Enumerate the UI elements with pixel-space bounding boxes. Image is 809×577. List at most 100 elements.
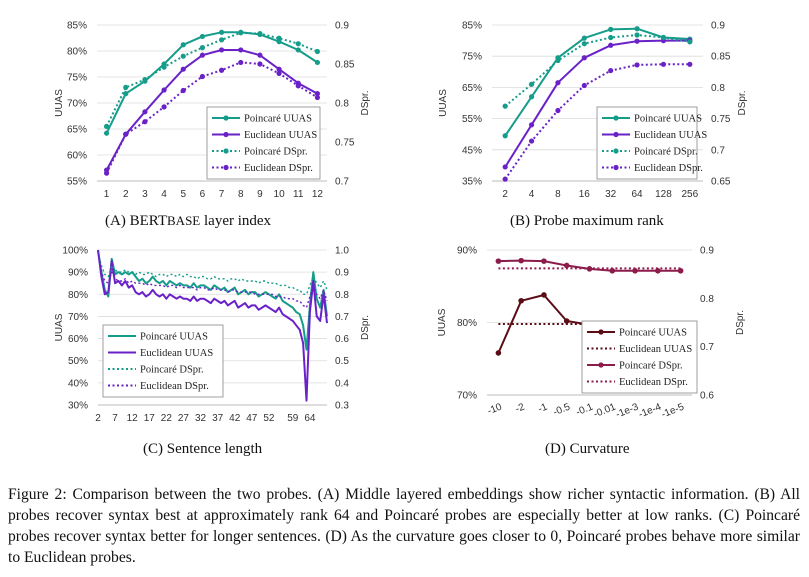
chart-d-y2tick-label: 0.6 [700,391,714,402]
chart-d-ytick-label: 90% [457,246,477,257]
chart-b-legend-marker [613,131,619,138]
chart-c-y2tick-label: 0.9 [335,268,349,279]
chart-a-point [180,53,186,59]
chart-c-ytick-label: 70% [68,312,88,323]
chart-a-legend-marker [223,148,229,154]
chart-b-point [502,176,508,182]
chart-b-point [555,57,561,64]
chart-b-point [502,164,508,170]
chart-b-xtick-label: 128 [655,189,672,200]
chart-a-legend-label: Euclidean DSpr. [244,163,313,174]
chart-b-point [581,82,587,89]
chart-d-ylabel: UUAS [437,308,448,336]
chart-b-point [608,42,614,48]
chart-a-ytick-label: 70% [67,99,87,110]
chart-a-point [218,29,225,35]
chart-d-xtick-label: -2 [514,401,527,415]
chart-a-point [142,109,148,115]
chart-b-point [581,41,587,47]
chart-a-xtick-label: 8 [238,189,244,200]
chart-c-ytick-label: 100% [62,246,88,257]
chart-c-ytick-label: 40% [68,378,88,389]
chart-c-y2tick-label: 0.6 [335,334,349,345]
chart-b-point [608,34,614,41]
chart-a-xtick-label: 9 [257,189,263,200]
chart-b-series-line-2 [504,34,690,107]
chart-a-series-line-1 [105,49,318,171]
chart-a-point [123,91,129,97]
chart-d-legend-marker [598,329,604,335]
chart-b-xtick-label: 8 [555,189,561,200]
chart-a-point [103,123,110,129]
chart-b-legend-label: Poincaré DSpr. [634,147,698,158]
chart-a-point [199,33,206,40]
chart-a-legend-label: Poincaré DSpr. [244,147,308,158]
chart-a-svg: 55%60%65%70%75%80%85%0.70.750.80.850.91 2… [54,21,371,201]
chart-c-xtick-label: 17 [144,413,156,424]
chart-a-point [276,66,282,72]
chart-a-y2tick-label: 0.9 [335,21,349,32]
chart-panel-c: 30% 40% 50% 60% 70% 80% 90% 100% 0.3 0.4 0.5 0.6 0.7… [0,233,400,438]
chart-d-ytick-label: 70% [457,391,477,402]
chart-d-point [495,258,502,264]
chart-c-xtick-label: 7 [112,413,118,424]
chart-b-xtick-label: 64 [632,189,644,200]
chart-a-point [123,131,129,137]
chart-a-point [161,104,167,110]
chart-c-xtick-label: 27 [178,413,190,424]
chart-c-ytick-label: 80% [68,290,88,301]
caption-d: (D) Curvature [545,441,630,457]
chart-a-point [314,91,321,97]
chart-a-point [161,64,167,70]
chart-b-point [687,61,693,67]
chart-c-legend-label: Euclidean UUAS [140,348,213,359]
chart-c-y2tick-label: 0.4 [335,378,349,389]
chart-a-xtick-label: 3 [142,189,148,200]
chart-b-xtick-label: 16 [579,189,591,200]
chart-b-ytick-label: 85% [462,21,482,32]
chart-a-xtick-label: 7 [219,189,225,200]
chart-b-point [660,61,667,67]
chart-b-y2tick-label: 0.8 [711,83,725,94]
chart-c-y2tick-label: 1.0 [335,246,349,257]
chart-b-point [528,138,535,144]
chart-b-xtick-label: 4 [529,189,535,200]
chart-a-xtick-label: 5 [180,189,186,200]
chart-a-point [142,77,148,83]
chart-c-ylabel: UUAS [54,313,65,341]
chart-a-xtick-label: 12 [312,189,324,200]
chart-panel-d: 70% 80% 90% 0.6 0.7 0.8 0.9 -10 -2 -1 -0.5 -0.1 -0.0… [410,233,809,438]
chart-c-y2label: DSpr. [360,315,371,340]
chart-b-ytick-label: 75% [462,52,482,63]
chart-c-legend-label: Poincaré DSpr. [140,365,204,376]
chart-b-y2tick-label: 0.65 [711,177,731,188]
chart-a-xtick-label: 4 [161,189,167,200]
chart-a-legend-marker [223,131,229,138]
chart-a-y2label: DSpr. [360,90,371,115]
chart-a-point [238,59,244,66]
chart-b-svg: 35% 45% 55% 65% 75% 85% 0.65 0.7 0.75 0.8 0.85 0.9 2… [438,21,748,201]
chart-c-series-line-1 [97,249,328,402]
chart-a-ytick-label: 60% [67,151,87,162]
chart-d-point [563,318,570,324]
chart-d-legend-marker [598,362,604,368]
chart-c-xtick-label: 47 [246,413,258,424]
chart-a-point [314,48,321,55]
chart-a-y2tick-label: 0.7 [335,177,349,188]
chart-d-point [518,257,524,264]
chart-b-point [502,133,508,139]
chart-d-svg: 70%80%90%0.60.70.80.9-10 -2 -1 -0.5 -0.1-0.0… [437,246,746,421]
chart-b-point [660,34,667,41]
chart-c-series-line-0 [97,249,328,351]
chart-d-ytick-label: 80% [457,318,477,329]
chart-d-legend-label: Poincaré DSpr. [619,361,683,372]
chart-a-ytick-label: 80% [67,47,87,58]
chart-b-legend-marker [613,164,619,171]
chart-a-legend-label: Poincaré UUAS [244,114,312,125]
chart-b-y2label: DSpr. [737,90,748,115]
figure-caption: Figure 2: Comparison between the two pro… [8,486,800,566]
chart-b-legend-label: Euclidean UUAS [634,130,707,141]
chart-b-point [687,39,693,45]
chart-b-point [608,26,614,32]
chart-a-point [295,83,301,89]
